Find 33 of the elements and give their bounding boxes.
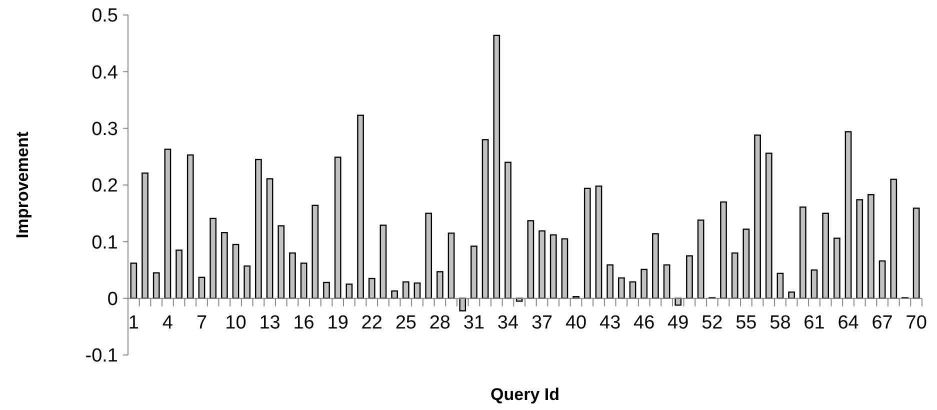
x-tick-label: 22 — [361, 312, 382, 334]
x-tick-label: 31 — [463, 312, 485, 334]
x-tick-label: 43 — [600, 312, 621, 334]
y-axis-title: Improvement — [13, 131, 32, 238]
x-tick-label: 46 — [634, 312, 655, 334]
y-tick-label: 0.2 — [92, 176, 118, 197]
x-tick-label: 40 — [565, 312, 587, 334]
x-tick-label: 25 — [395, 312, 416, 334]
x-tick-label: 19 — [327, 312, 348, 334]
x-tick-label: 58 — [770, 312, 791, 334]
y-tick-label: -0.1 — [85, 346, 118, 367]
y-tick-label: 0 — [107, 288, 118, 310]
x-tick-label: 13 — [259, 312, 280, 334]
y-tick-label: 0.1 — [92, 232, 118, 254]
x-tick-label: 64 — [838, 312, 860, 334]
x-tick-label: 28 — [429, 312, 450, 334]
x-tick-label: 49 — [668, 312, 689, 334]
x-tick-label: 10 — [225, 312, 246, 334]
x-tick-label: 61 — [804, 312, 825, 334]
y-tick-label: 0.4 — [92, 62, 118, 84]
x-tick-label: 4 — [162, 312, 174, 334]
y-tick-label: 0.3 — [92, 118, 118, 140]
x-tick-label: 1 — [128, 312, 139, 334]
x-tick-label: 67 — [872, 312, 893, 334]
x-tick-label: 16 — [293, 312, 314, 334]
x-tick-label: 52 — [702, 312, 723, 334]
x-tick-label: 37 — [531, 312, 553, 334]
x-tick-label: 7 — [196, 312, 208, 334]
x-tick-label: 70 — [906, 312, 927, 334]
x-tick-label: 55 — [736, 312, 757, 334]
y-tick-label: 0.5 — [92, 6, 118, 27]
x-axis-title: Query Id — [490, 385, 560, 404]
x-tick-label: 34 — [497, 312, 519, 334]
